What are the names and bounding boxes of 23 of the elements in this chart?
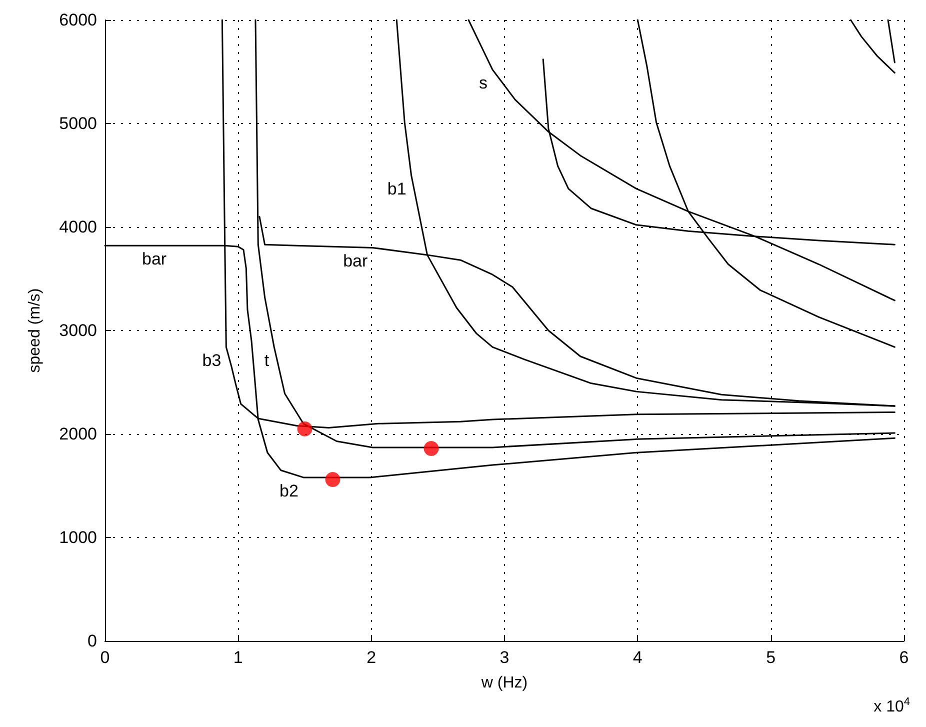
x-tick-label: 0 (100, 648, 110, 667)
y-tick-label: 5000 (59, 114, 97, 133)
x-tick-label: 4 (632, 648, 642, 667)
x-tick-label: 3 (500, 648, 510, 667)
x-axis-title: w (Hz) (480, 674, 528, 692)
y-tick-label: 4000 (59, 218, 97, 236)
annotation: b3 (202, 351, 222, 370)
x-tick-label: 1 (233, 648, 243, 667)
x-tick-label: 2 (366, 648, 376, 667)
y-tick-label: 2000 (59, 424, 97, 444)
annotation: s (479, 74, 488, 93)
y-tick-label: 3000 (59, 321, 97, 340)
annotation: bar (343, 252, 368, 271)
annotation: b2 (279, 481, 298, 500)
y-axis-title: speed (m/s) (26, 288, 44, 373)
annotation: bar (142, 250, 167, 269)
x-tick-label: 5 (766, 648, 776, 667)
x-tick-label: 6 (899, 648, 909, 667)
annotation: b1 (387, 179, 406, 198)
y-tick-label: 0 (88, 632, 97, 650)
annotation: t (264, 351, 270, 370)
y-tick-label: 1000 (59, 528, 97, 547)
y-tick-label: 6000 (59, 10, 97, 30)
